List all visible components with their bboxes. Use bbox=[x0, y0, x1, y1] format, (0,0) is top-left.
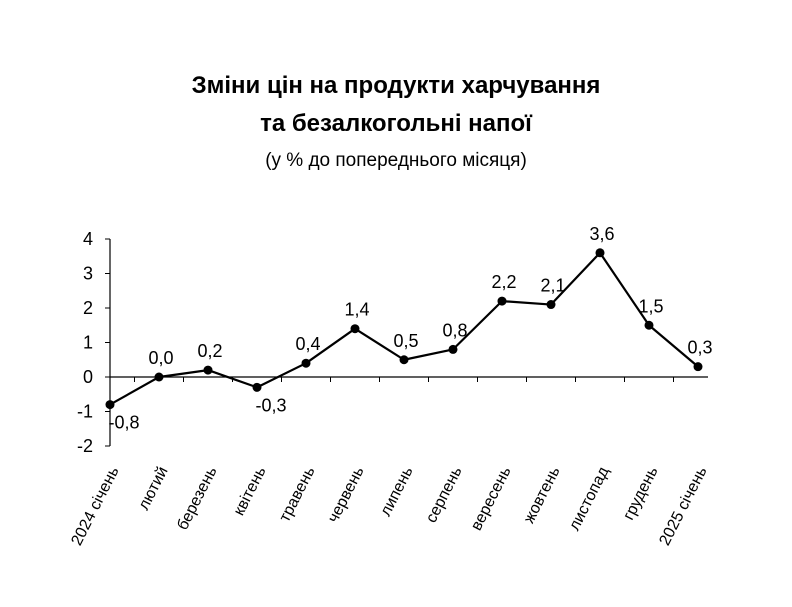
data-label: 0,3 bbox=[687, 338, 712, 358]
y-tick-label: 3 bbox=[83, 264, 93, 284]
y-tick-label: 4 bbox=[83, 229, 93, 249]
x-category-label: жовтень bbox=[521, 464, 564, 526]
data-point bbox=[595, 248, 605, 258]
x-category-label: листопад bbox=[566, 464, 613, 534]
x-category-label: вересень bbox=[468, 464, 515, 533]
data-point bbox=[203, 365, 213, 375]
data-label: 1,4 bbox=[344, 300, 369, 320]
x-category-label: червень bbox=[325, 464, 368, 526]
x-category-label: грудень bbox=[620, 464, 661, 523]
y-tick-label: -1 bbox=[77, 402, 93, 422]
y-tick-label: 2 bbox=[83, 298, 93, 318]
data-label: -0,3 bbox=[255, 395, 286, 415]
data-label: 0,2 bbox=[197, 341, 222, 361]
y-tick-label: 1 bbox=[83, 333, 93, 353]
data-label: 2,1 bbox=[540, 276, 565, 296]
x-category-label: липень bbox=[377, 464, 416, 519]
series-line bbox=[109, 251, 699, 406]
data-point bbox=[693, 362, 703, 372]
chart-title-line-1: Зміни цін на продукти харчування bbox=[191, 72, 601, 99]
data-point bbox=[252, 382, 262, 392]
data-point bbox=[448, 344, 458, 354]
data-point bbox=[301, 358, 311, 368]
data-point bbox=[399, 355, 409, 365]
data-point bbox=[154, 372, 164, 382]
data-label: 3,6 bbox=[589, 224, 614, 244]
data-label: -0,8 bbox=[108, 413, 139, 433]
y-tick-label: -2 bbox=[77, 436, 93, 456]
x-category-label: квітень bbox=[231, 464, 270, 518]
data-point bbox=[497, 296, 507, 306]
chart-title-line-2: та безалкогольні напої bbox=[260, 110, 532, 137]
data-label: 0,5 bbox=[393, 331, 418, 351]
data-label: 1,5 bbox=[638, 296, 663, 316]
data-point bbox=[350, 324, 360, 334]
data-point bbox=[644, 320, 654, 330]
chart-subtitle: (у % до попереднього місяця) bbox=[265, 150, 527, 171]
y-tick-label: 0 bbox=[83, 367, 93, 387]
x-category-label: 2024 січень bbox=[68, 464, 122, 548]
x-category-label: серпень bbox=[423, 464, 466, 526]
x-category-label: березень bbox=[174, 464, 220, 533]
x-category-label: лютий bbox=[135, 464, 171, 513]
data-label: 2,2 bbox=[491, 272, 516, 292]
data-point bbox=[546, 300, 556, 310]
x-category-label: 2025 січень bbox=[656, 464, 710, 548]
data-label: 0,8 bbox=[442, 320, 467, 340]
data-label: 0,0 bbox=[148, 348, 173, 368]
data-label: 0,4 bbox=[295, 334, 320, 354]
data-point bbox=[105, 400, 115, 410]
x-category-label: травень bbox=[276, 464, 318, 525]
